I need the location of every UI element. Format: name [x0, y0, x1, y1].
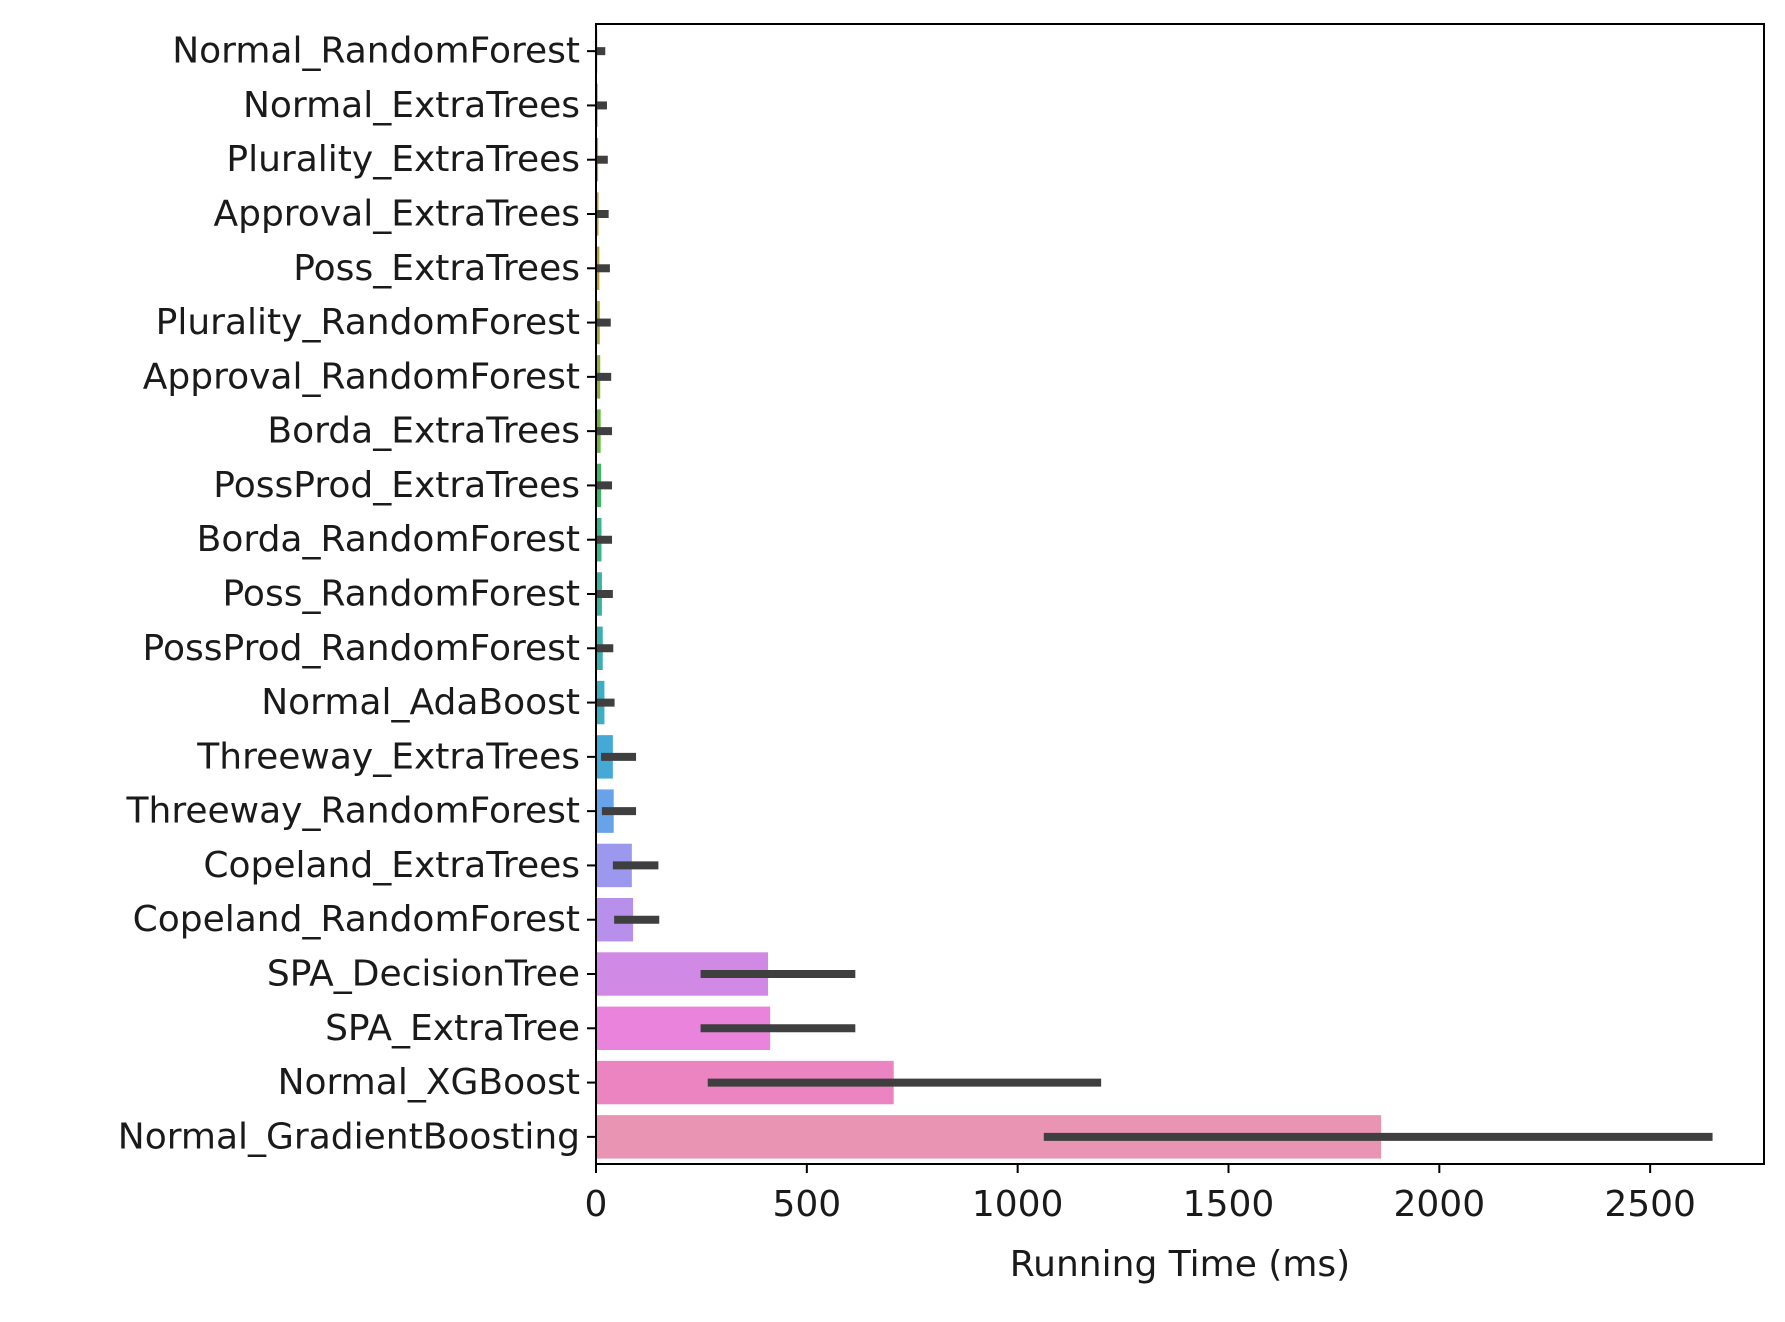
y-tick-label: Borda_ExtraTrees [267, 411, 580, 452]
y-tick-label: Normal_RandomForest [172, 31, 580, 72]
y-tick-label: Normal_ExtraTrees [243, 85, 580, 126]
y-tick-label: Normal_GradientBoosting [118, 1116, 580, 1157]
y-tick-label: Threeway_ExtraTrees [196, 736, 580, 777]
y-tick-label: SPA_DecisionTree [267, 954, 580, 995]
y-tick-label: Poss_RandomForest [223, 574, 581, 615]
y-tick-label: Copeland_RandomForest [133, 899, 580, 940]
y-tick-label: Poss_ExtraTrees [293, 248, 580, 289]
y-tick-label: SPA_ExtraTree [325, 1008, 580, 1049]
x-tick-label: 1500 [1183, 1184, 1275, 1225]
x-axis-label: Running Time (ms) [1010, 1244, 1350, 1285]
x-axis: 0 500 1000 1500 2000 2500 [585, 1164, 1696, 1225]
y-tick-label: Plurality_ExtraTrees [226, 139, 580, 180]
y-tick-label: Approval_ExtraTrees [213, 194, 580, 235]
y-tick-label: Normal_XGBoost [278, 1062, 580, 1103]
y-tick-label: PossProd_ExtraTrees [213, 465, 580, 506]
x-tick-label: 0 [585, 1184, 608, 1225]
error-bar-series [596, 47, 1713, 1141]
y-tick-label: PossProd_RandomForest [143, 628, 580, 669]
y-tick-label: Threeway_RandomForest [126, 791, 580, 832]
y-tick-label: Normal_AdaBoost [261, 682, 580, 723]
x-tick-label: 500 [772, 1184, 841, 1225]
y-axis: Normal_RandomForest Normal_ExtraTrees Plur… [118, 31, 596, 1157]
y-tick-label: Approval_RandomForest [143, 356, 580, 397]
bar-series [596, 29, 1382, 1159]
x-tick-label: 2500 [1604, 1184, 1696, 1225]
x-tick-label: 1000 [972, 1184, 1064, 1225]
y-tick-label: Copeland_ExtraTrees [203, 845, 580, 886]
x-tick-label: 2000 [1394, 1184, 1486, 1225]
y-tick-label: Plurality_RandomForest [156, 302, 580, 343]
y-tick-label: Borda_RandomForest [197, 519, 580, 560]
plot-frame [595, 23, 1765, 1165]
